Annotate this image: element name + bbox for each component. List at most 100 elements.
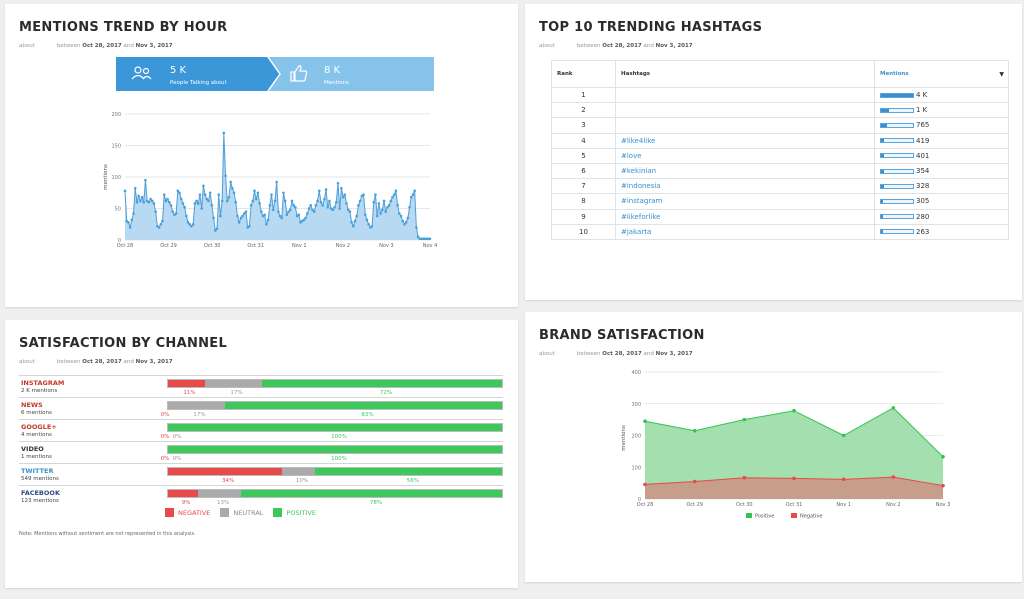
- table-row[interactable]: 3 765: [551, 117, 1009, 134]
- hashtag-cell[interactable]: [615, 117, 875, 134]
- point-positive: [891, 406, 896, 410]
- mentions-bar-fill: [881, 199, 884, 203]
- channel-bar: [167, 423, 503, 432]
- bar-segment-neutral: [281, 468, 315, 475]
- trend-point: [227, 195, 231, 199]
- pct-label: 0%: [172, 456, 182, 462]
- trend-point: [195, 199, 198, 203]
- trend-point: [290, 199, 294, 203]
- table-row[interactable]: 6 #kekinian 354: [551, 162, 1009, 180]
- trend-point: [341, 195, 345, 199]
- trend-point: [260, 210, 263, 213]
- stat-mentions-value: 8 K: [324, 65, 341, 76]
- trend-point: [363, 213, 367, 217]
- trend-point: [309, 204, 313, 207]
- trend-point: [132, 212, 135, 215]
- channel-name[interactable]: FACEBOOK: [21, 489, 60, 497]
- trend-point: [307, 207, 311, 210]
- brand-y-axis-label: mentions: [621, 425, 627, 451]
- channel-name[interactable]: NEWS: [21, 401, 43, 409]
- trend-point: [164, 199, 168, 203]
- trend-point: [375, 214, 379, 218]
- table-row[interactable]: 10 #jakarta 263: [551, 223, 1009, 240]
- trend-point: [224, 174, 227, 178]
- trend-point: [190, 224, 193, 228]
- trend-point: [374, 193, 377, 196]
- trend-point: [377, 202, 381, 205]
- table-row[interactable]: 7 #indonesia 328: [551, 178, 1009, 195]
- trend-point: [343, 193, 347, 196]
- trend-point: [382, 199, 386, 203]
- rank-header[interactable]: Rank: [551, 60, 616, 88]
- rank-cell: 10: [551, 223, 616, 240]
- area-negative: [645, 477, 943, 499]
- bar-segment-positive: [224, 402, 502, 409]
- bar-segment-negative: [168, 490, 199, 497]
- trend-point: [220, 199, 224, 203]
- mentions-value: 280: [916, 212, 930, 221]
- trend-point: [186, 221, 190, 224]
- pct-label: 78%: [369, 500, 383, 506]
- channel-name[interactable]: GOOGLE+: [21, 423, 57, 431]
- channel-name[interactable]: VIDEO: [21, 445, 44, 453]
- mentions-value: 305: [916, 197, 930, 206]
- channel-row: NEWS 6 mentions 0% 17% 83%: [19, 397, 503, 419]
- hashtag-cell[interactable]: #like4like: [615, 132, 875, 149]
- trend-point: [185, 214, 188, 218]
- mentions-cell: 765: [874, 117, 1009, 134]
- table-row[interactable]: 2 1 K: [551, 102, 1009, 119]
- trend-point: [304, 216, 307, 220]
- trend-point: [232, 191, 236, 195]
- hashtag-cell[interactable]: #kekinian: [615, 162, 875, 180]
- hashtag-cell[interactable]: #likeforlike: [615, 208, 875, 225]
- trend-point: [404, 221, 408, 224]
- trend-point: [311, 208, 314, 212]
- channel-name[interactable]: TWITTER: [21, 467, 54, 475]
- mentions-bar-fill: [881, 215, 884, 219]
- mentions-value: 328: [916, 182, 930, 191]
- mentions-trend-chart: mentions 0 50 100 150 200 Oct 28 Oct 29 Oct 30 O…: [103, 112, 437, 249]
- channel-bar: [167, 467, 503, 476]
- hashtags-header[interactable]: Hashtags: [615, 60, 875, 88]
- trend-point: [198, 193, 202, 196]
- table-row[interactable]: 4 #like4like 419: [551, 132, 1009, 149]
- stat-mentions-bg: [268, 57, 434, 91]
- mentions-bar-fill: [881, 169, 884, 173]
- hashtag-cell[interactable]: #indonesia: [615, 178, 875, 195]
- bar-segment-negative: [168, 468, 282, 475]
- trend-point: [340, 187, 343, 190]
- mentions-header[interactable]: Mentions ▼: [874, 60, 1009, 88]
- pct-label: 0%: [172, 434, 182, 440]
- hashtags-daterange: about between Oct 28, 2017 and Nov 3, 20…: [539, 43, 693, 49]
- point-positive: [742, 417, 747, 422]
- point-positive: [643, 419, 647, 424]
- table-row[interactable]: 5 #love 401: [551, 147, 1009, 164]
- table-row[interactable]: 1 4 K: [551, 86, 1009, 104]
- bar-segment-positive: [168, 424, 502, 431]
- trend-point: [196, 202, 200, 205]
- mentions-value: 263: [916, 227, 930, 236]
- trend-point: [237, 221, 241, 224]
- channel-row: GOOGLE+ 4 mentions 0% 0% 100%: [19, 419, 503, 441]
- trend-point: [350, 221, 353, 224]
- trend-point: [336, 182, 340, 185]
- trend-point: [408, 205, 411, 209]
- trend-point: [225, 199, 229, 203]
- bar-segment-positive: [314, 468, 502, 475]
- hashtags-title: TOP 10 TRENDING HASHTAGS: [539, 20, 763, 35]
- hashtag-cell[interactable]: #love: [615, 147, 875, 164]
- mentions-bar: [880, 214, 914, 220]
- hashtag-cell[interactable]: #instagram: [615, 193, 875, 210]
- trend-point: [297, 213, 301, 217]
- table-row[interactable]: 9 #likeforlike 280: [551, 208, 1009, 225]
- channel-name[interactable]: INSTAGRAM: [21, 379, 65, 387]
- mentions-bar: [880, 138, 914, 144]
- hashtag-cell[interactable]: [615, 86, 875, 104]
- trend-point: [212, 216, 215, 220]
- trend-point: [200, 207, 203, 210]
- hashtag-cell[interactable]: [615, 102, 875, 119]
- table-row[interactable]: 8 #instagram 305: [551, 193, 1009, 210]
- hashtag-cell[interactable]: #jakarta: [615, 223, 875, 240]
- rank-cell: 6: [551, 162, 616, 180]
- trend-point: [169, 204, 173, 207]
